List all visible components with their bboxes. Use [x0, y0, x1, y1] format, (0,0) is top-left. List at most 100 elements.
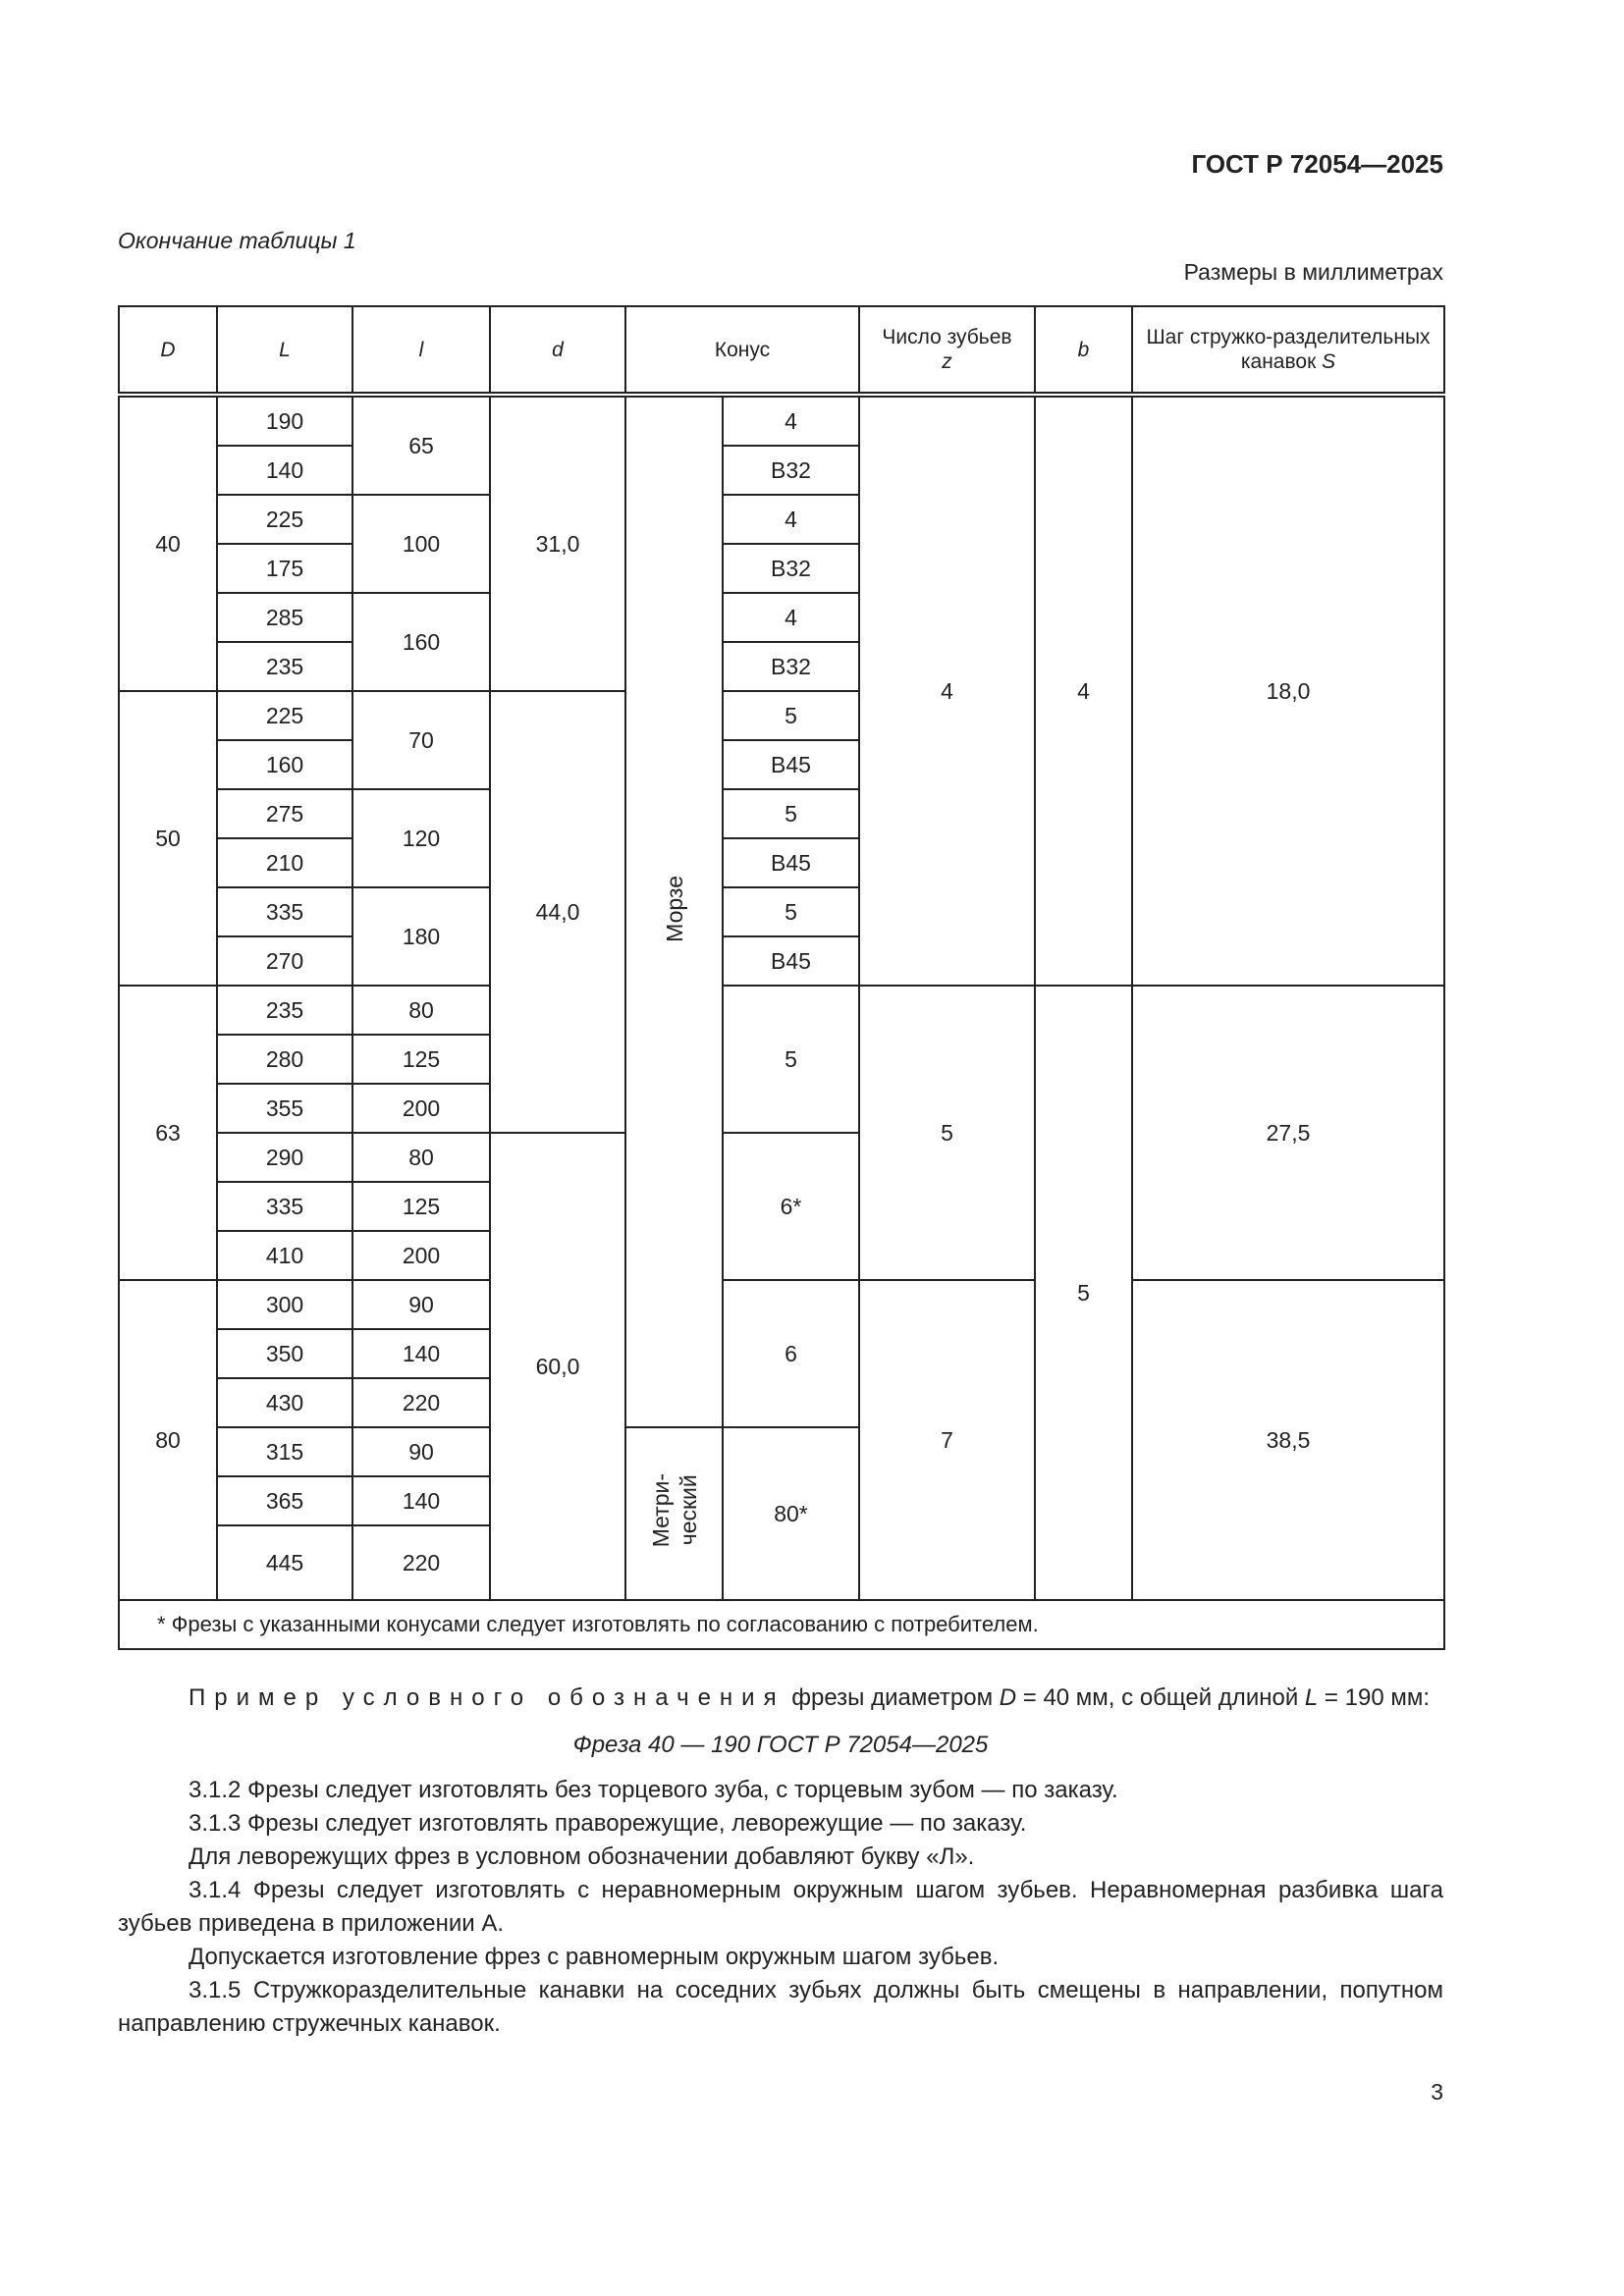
table-row: 210 В45: [119, 837, 1444, 888]
cell-cone-value: 5: [722, 985, 860, 1134]
cell-cone-value: В45: [722, 837, 860, 888]
cell-cone-value: В32: [722, 543, 860, 594]
clause-3-1-3: 3.1.3 Фрезы следует изготовлять правореж…: [189, 1810, 1027, 1837]
table-footnote: * Фрезы с указанными конусами следует из…: [118, 1599, 1445, 1650]
cell-cone-type: Морзе: [624, 394, 724, 1428]
cell-L: 335: [216, 886, 353, 937]
cell-cone-value: В45: [722, 739, 860, 790]
cell-cone-value: 80*: [722, 1426, 860, 1601]
cell-step: 27,5: [1131, 985, 1445, 1281]
table-row: 225 100 4: [119, 494, 1444, 594]
cell-cone-value: В32: [722, 445, 860, 496]
example-spaced: Пример условного обозначения: [189, 1684, 785, 1711]
cell-cone-value: В45: [722, 935, 860, 987]
cell-l: 200: [352, 1083, 491, 1134]
cell-L: 335: [216, 1181, 353, 1232]
cell-D: 40: [118, 394, 218, 692]
cell-cone-value: 4: [722, 592, 860, 643]
table-continuation-label: Окончание таблицы 1: [118, 228, 356, 253]
clause-3-1-5: 3.1.5 Стружкоразделительные канавки на с…: [118, 1977, 1443, 2037]
cell-L: 355: [216, 1083, 353, 1134]
cell-cone-value: 5: [722, 788, 860, 839]
cell-L: 350: [216, 1328, 353, 1379]
clause-3-1-2: 3.1.2 Фрезы следует изготовлять без торц…: [189, 1777, 1118, 1803]
dimensions-table: D L l d Конус Число зубьев z b Шаг стружк…: [118, 305, 1445, 1650]
cell-text: Морзе: [661, 876, 687, 942]
example-text: = 40 мм, с общей длиной: [1016, 1684, 1305, 1711]
cell-l: 120: [352, 788, 491, 888]
cell-cone-value: 6*: [722, 1132, 860, 1281]
table-row: 285 160 4: [119, 592, 1444, 692]
table-body: 40 190 65 31,0 Морзе 4 4 4 18,0 140 В32 225 100 4 175 В…: [118, 394, 1445, 1650]
table-row: 350 140: [119, 1328, 1444, 1379]
cell-l: 80: [352, 985, 491, 1036]
cell-text: Метри- ческий: [647, 1473, 701, 1548]
table-row: 270 В45: [119, 935, 1444, 987]
example-paragraph: Пример условного обозначения фрезы диаме…: [118, 1682, 1443, 1715]
cell-L: 290: [216, 1132, 353, 1183]
body-text: Пример условного обозначения фрезы диаме…: [118, 1682, 1443, 2041]
table-row: 235 В32: [119, 641, 1444, 692]
clause-3-1-4-note: Допускается изготовление фрез с равномер…: [189, 1944, 1000, 1970]
table-row: 280 125: [119, 1034, 1444, 1085]
cell-l: 160: [352, 592, 491, 692]
cell-b: 4: [1034, 394, 1133, 987]
example-text: = 190 мм:: [1318, 1684, 1430, 1711]
example-text: фрезы диаметром: [785, 1684, 1000, 1711]
cell-L: 410: [216, 1230, 353, 1281]
page-number: 3: [1431, 2079, 1443, 2105]
cell-cone-value: 4: [722, 394, 860, 447]
cell-l: 70: [352, 690, 491, 790]
table-row: 335 180 5: [119, 886, 1444, 987]
cell-l: 90: [352, 1426, 491, 1477]
cell-b: 5: [1034, 985, 1133, 1601]
cell-teeth: 5: [858, 985, 1036, 1281]
cell-d: 31,0: [489, 394, 626, 692]
cell-D: 80: [118, 1279, 218, 1601]
cell-L: 225: [216, 494, 353, 545]
cell-L: 285: [216, 592, 353, 643]
table-row: 410 200: [119, 1230, 1444, 1281]
cell-cone-type: Метри- ческий: [624, 1426, 724, 1601]
cell-L: 365: [216, 1475, 353, 1526]
cell-L: 235: [216, 641, 353, 692]
table-row: 80 300 90 6 7 38,5: [118, 1279, 1445, 1601]
footnote-row: * Фрезы с указанными конусами следует из…: [118, 1599, 1445, 1650]
cell-l: 220: [352, 1524, 491, 1601]
cell-L: 270: [216, 935, 353, 987]
cell-L: 300: [216, 1279, 353, 1330]
cell-d: 60,0: [489, 1132, 626, 1601]
table-row: 63 235 80 5 5 5 27,5: [118, 985, 1445, 1601]
example-D: D: [999, 1684, 1017, 1711]
cell-cone-value: 4: [722, 494, 860, 545]
cell-L: 430: [216, 1377, 353, 1428]
cell-teeth: 7: [858, 1279, 1036, 1601]
cell-l: 65: [352, 394, 491, 496]
cell-L: 315: [216, 1426, 353, 1477]
cell-l: 90: [352, 1279, 491, 1330]
cell-l: 100: [352, 494, 491, 594]
header-step: Шаг стружко-разделительных канавок S: [1131, 305, 1445, 398]
cell-l: 140: [352, 1328, 491, 1379]
header-b: b: [1034, 305, 1133, 398]
cell-cone-value: 5: [722, 886, 860, 937]
cell-teeth: 4: [858, 394, 1036, 987]
table-row: 365 140: [119, 1475, 1444, 1526]
header-teeth: Число зубьев z: [858, 305, 1036, 398]
cell-L: 280: [216, 1034, 353, 1085]
cell-cone-value: В32: [722, 641, 860, 692]
cell-step: 38,5: [1131, 1279, 1445, 1601]
cell-L: 235: [216, 985, 353, 1036]
table-row: 335 125: [119, 1181, 1444, 1232]
cell-l: 220: [352, 1377, 491, 1428]
table-row: 50 225 70 44,0 5: [118, 690, 1444, 1134]
cell-l: 125: [352, 1181, 491, 1232]
example-L: L: [1304, 1684, 1319, 1711]
header-teeth-label: Число зубьев: [882, 326, 1012, 348]
header-L: L: [216, 305, 353, 398]
cell-D: 63: [118, 985, 218, 1281]
cell-l: 200: [352, 1230, 491, 1281]
table-row: 140 В32: [119, 445, 1444, 496]
cell-l: 125: [352, 1034, 491, 1085]
cell-l: 80: [352, 1132, 491, 1183]
